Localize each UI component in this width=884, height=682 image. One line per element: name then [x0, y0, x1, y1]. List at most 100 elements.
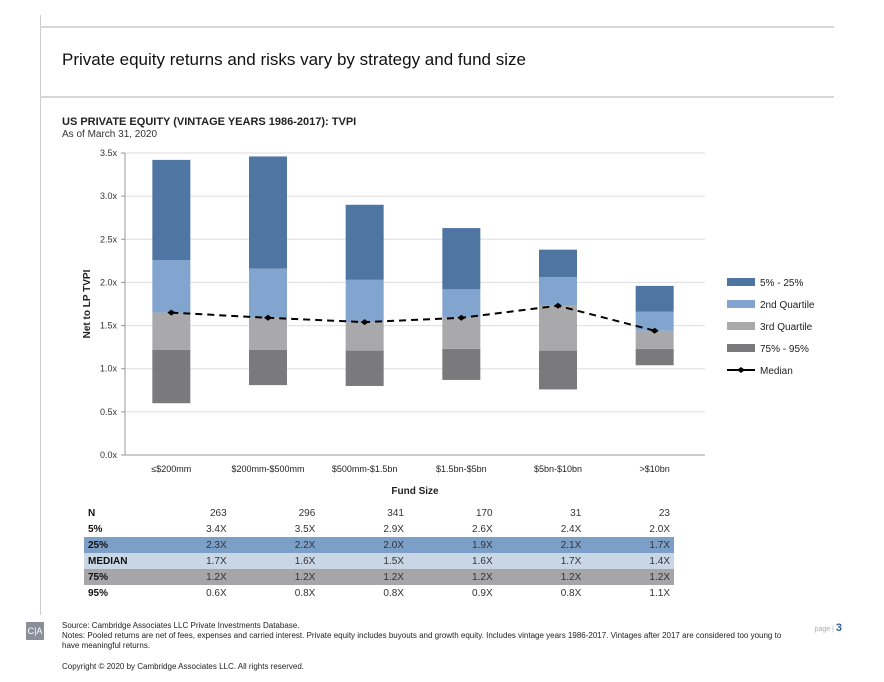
bar-segment — [249, 349, 287, 386]
x-tick-label: $200mm-$500mm — [231, 464, 304, 474]
table-cell: 1.2X — [294, 571, 316, 583]
bar-segment — [152, 159, 191, 260]
notes: Notes: Pooled returns are net of fees, e… — [62, 631, 782, 650]
table-cell: 296 — [298, 507, 316, 519]
legend-swatch — [727, 300, 755, 308]
company-logo: C|A — [26, 622, 44, 640]
bar-segment — [249, 156, 287, 269]
median-line — [171, 304, 655, 332]
y-tick-label: 1.5x — [100, 321, 118, 331]
table-row: 75% 1.2X 1.2X 1.2X 1.2X 1.2X 1.2X — [84, 569, 674, 585]
x-tick-label: ≤$200mm — [151, 464, 191, 474]
table-cell: 1.7X — [206, 555, 227, 567]
table-cell: 0.8X — [560, 587, 582, 599]
legend-swatch — [727, 278, 755, 286]
bar-segment — [249, 268, 287, 318]
median-marker — [167, 309, 176, 316]
legend-label: Median — [760, 366, 793, 377]
table-cell: 1.2X — [649, 571, 670, 583]
legend-marker — [737, 367, 745, 373]
table-cell: 2.4X — [560, 523, 582, 535]
median-marker — [360, 319, 369, 326]
table-row: N 263 296 341 170 31 23 — [84, 505, 674, 521]
table-cell: 0.8X — [383, 587, 404, 599]
median-marker — [264, 314, 272, 321]
y-tick-label: 0.0x — [100, 450, 118, 460]
table-cell: 0.6X — [206, 587, 227, 599]
bar-segment — [635, 348, 674, 366]
copyright: Copyright © 2020 by Cambridge Associates… — [62, 662, 305, 671]
table-cell: 1.2X — [206, 571, 227, 583]
table-cell: 2.0X — [649, 523, 670, 535]
source-note: Source: Cambridge Associates LLC Private… — [62, 621, 300, 630]
table-cell: 2.9X — [383, 523, 404, 535]
legend-label: 3rd Quartile — [760, 322, 813, 333]
x-tick-label: >$10bn — [640, 464, 670, 474]
table-cell: 2.2X — [294, 539, 316, 551]
bar-segment — [442, 289, 481, 318]
y-tick-label: 2.5x — [100, 234, 118, 244]
table-cell: 1.2X — [472, 571, 493, 583]
legend-label: 2nd Quartile — [760, 300, 815, 311]
bar-segment — [442, 348, 481, 380]
bar-segment — [635, 311, 674, 331]
bar-segment — [635, 330, 674, 349]
table-cell: 341 — [387, 507, 404, 519]
bar-segment — [152, 259, 191, 313]
x-tick-label: $5bn-$10bn — [534, 464, 582, 474]
table-cell: 170 — [475, 507, 493, 519]
table-cell: 2.6X — [472, 523, 493, 535]
table-cell: 1.9X — [472, 539, 493, 551]
table-cell: 1.6X — [294, 555, 316, 567]
x-tick-label: $1.5bn-$5bn — [436, 464, 487, 474]
legend-label: 75% - 95% — [760, 344, 809, 355]
bar-segment — [345, 350, 384, 386]
table-cell: 2.1X — [560, 539, 582, 551]
y-tick-label: 3.5x — [100, 148, 118, 158]
table-cell: 1.6X — [472, 555, 493, 567]
table-row: MEDIAN 1.7X 1.6X 1.5X 1.6X 1.7X 1.4X — [84, 553, 674, 569]
table-cell: 0.9X — [472, 587, 493, 599]
table-row: 5% 3.4X 3.5X 2.9X 2.6X 2.4X 2.0X — [84, 521, 674, 537]
table-cell: 1.7X — [649, 539, 670, 551]
table-cell: 31 — [570, 507, 582, 519]
table-cell: 1.1X — [649, 587, 670, 599]
bar-segment — [539, 249, 577, 278]
bar-segment — [539, 350, 577, 390]
page-number: 3 — [835, 622, 842, 634]
page-title: Private equity returns and risks vary by… — [62, 50, 526, 69]
bar-segment — [539, 277, 577, 306]
y-tick-label: 1.0x — [100, 364, 118, 374]
bar-segment — [345, 204, 384, 280]
row-label: MEDIAN — [88, 555, 128, 567]
bar-segment — [152, 349, 191, 404]
chart: 0.0x 0.5x 1.0x 1.5x 2.0x 2.5x 3.0x 3.5x Net to L… — [82, 148, 815, 497]
legend-swatch — [727, 344, 755, 352]
y-tick-label: 0.5x — [100, 407, 118, 417]
x-axis-label: Fund Size — [391, 486, 439, 497]
table-cell: 2.0X — [383, 539, 404, 551]
page-indicator: page | 3 — [814, 622, 842, 634]
chart-title: US PRIVATE EQUITY (VINTAGE YEARS 1986-20… — [62, 116, 357, 128]
legend-swatch — [727, 322, 755, 330]
chart-subtitle: As of March 31, 2020 — [62, 129, 158, 140]
table-cell: 1.7X — [560, 555, 582, 567]
bar-segment — [635, 285, 674, 312]
row-label: N — [88, 507, 96, 519]
table-cell: 2.3X — [206, 539, 227, 551]
bar-segment — [442, 317, 481, 349]
table-cell: 0.8X — [294, 587, 316, 599]
bar-segment — [442, 228, 481, 290]
row-label: 25% — [88, 539, 109, 551]
bar-segment — [249, 317, 287, 350]
table-cell: 3.4X — [206, 523, 227, 535]
row-label: 95% — [88, 587, 109, 599]
median-marker — [650, 327, 659, 334]
page-label: page — [814, 626, 831, 633]
table-row: 25% 2.3X 2.2X 2.0X 1.9X 2.1X 1.7X — [84, 537, 674, 553]
row-label: 5% — [88, 523, 103, 535]
left-rule — [40, 15, 41, 615]
median-marker — [457, 314, 466, 321]
y-tick-label: 3.0x — [100, 191, 118, 201]
data-table: N 263 296 341 170 31 23 5% 3.4X 3.5X 2.9X 2.6X 2.4X 2… — [84, 505, 674, 601]
